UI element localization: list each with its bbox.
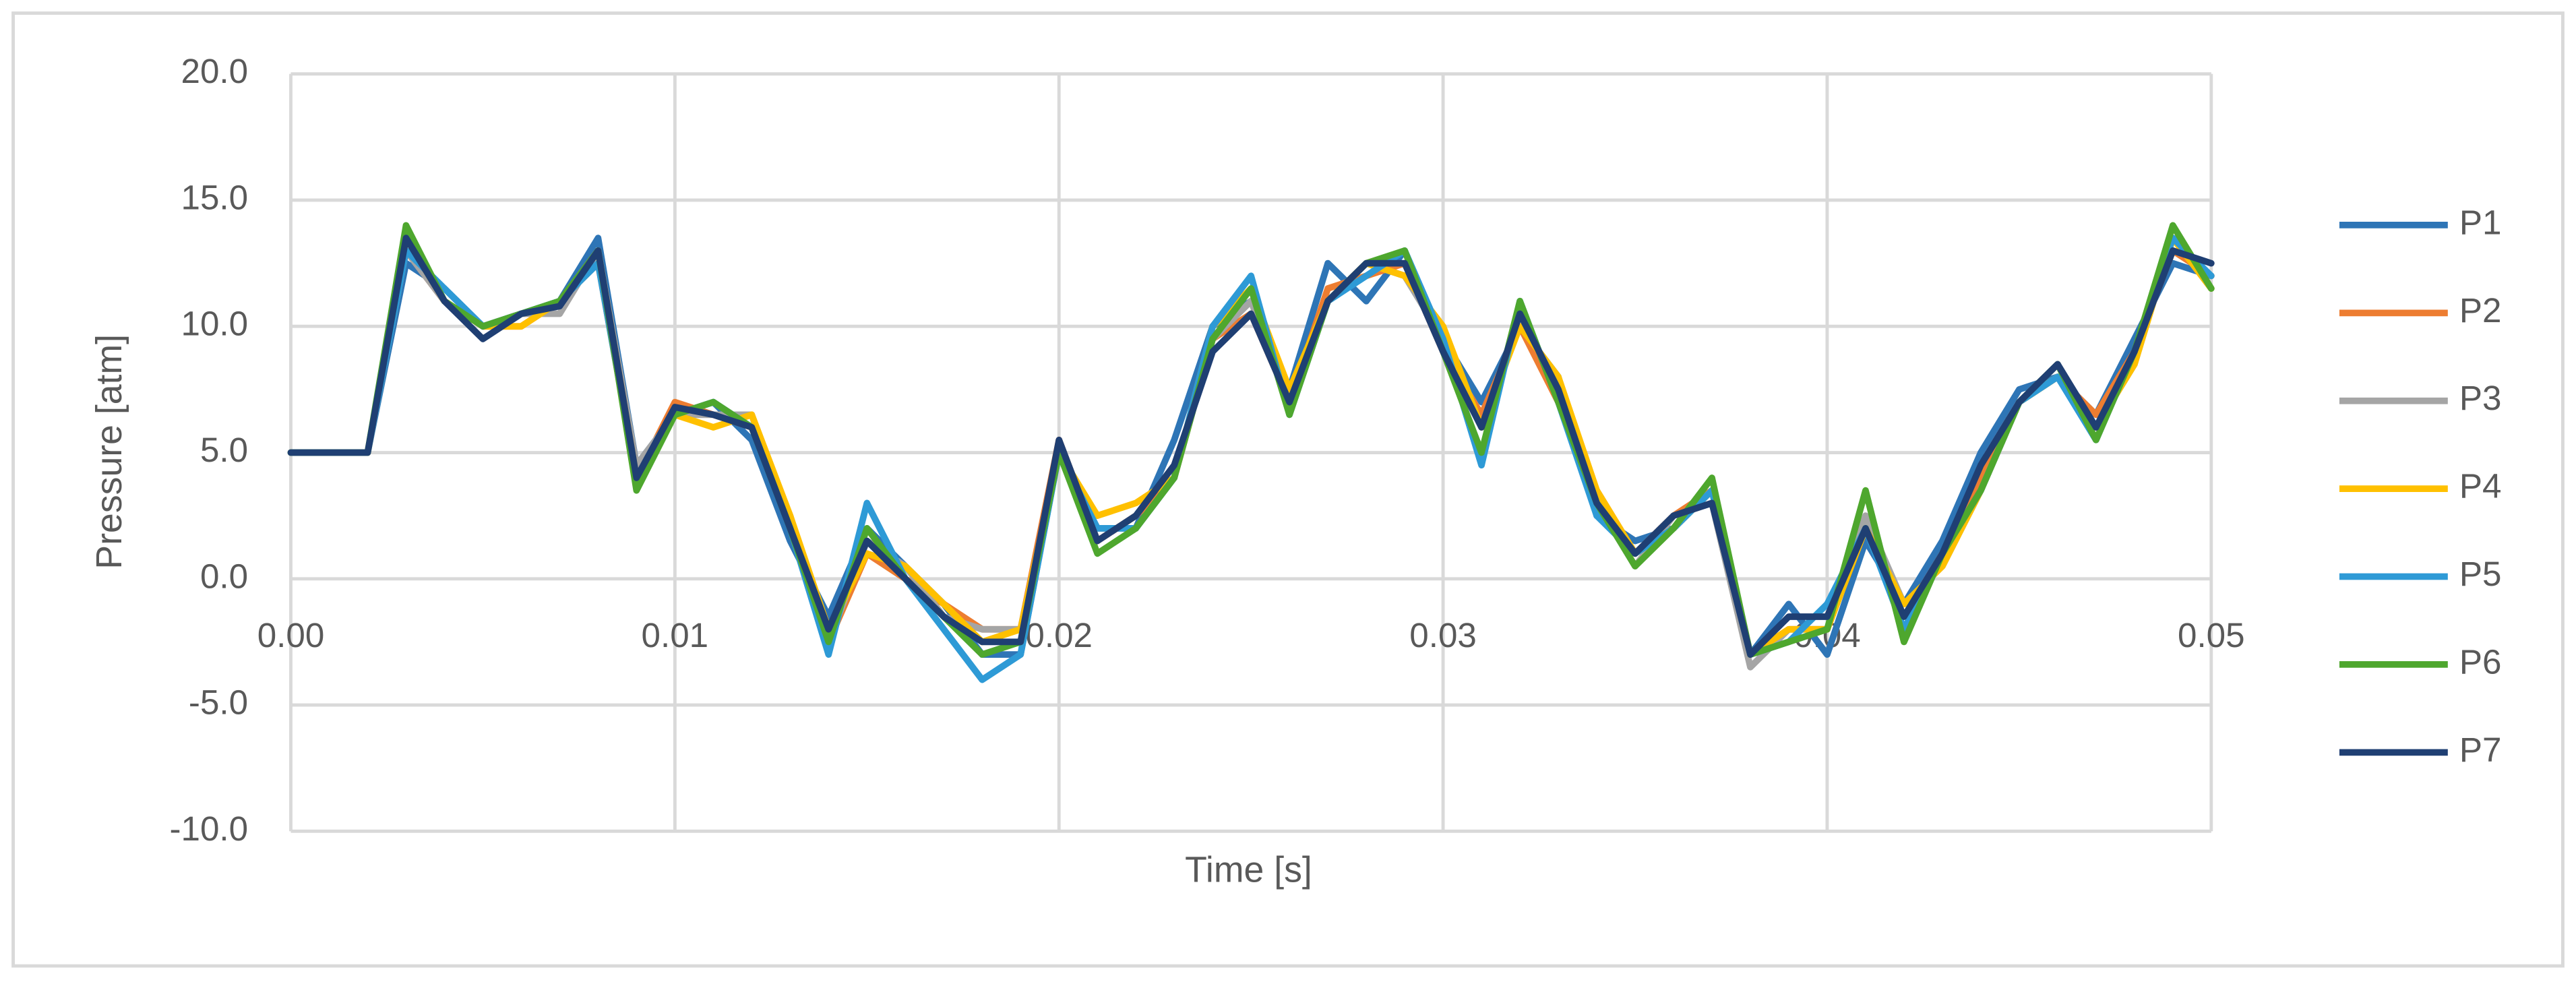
y-tick-label: -5.0 (189, 683, 248, 722)
legend-label: P4 (2459, 467, 2502, 505)
legend-label: P7 (2459, 731, 2502, 769)
y-tick-label: -10.0 (169, 809, 248, 848)
y-tick-label: 5.0 (200, 431, 248, 469)
x-tick-label: 0.02 (1025, 616, 1093, 654)
x-axis-title: Time [s] (1185, 849, 1312, 890)
legend-label: P3 (2459, 379, 2502, 417)
chart-border (11, 11, 2565, 968)
y-tick-label: 15.0 (181, 178, 249, 216)
x-tick-label: 0.00 (257, 616, 325, 654)
y-tick-label: 20.0 (181, 52, 249, 90)
y-axis-title: Pressure [atm] (89, 334, 129, 570)
series-line (287, 235, 2215, 658)
y-tick-label: 0.0 (200, 557, 248, 595)
x-tick-label: 0.01 (642, 616, 709, 654)
legend-label: P1 (2459, 203, 2502, 241)
legend-label: P6 (2459, 642, 2502, 681)
x-tick-label: 0.05 (2178, 616, 2245, 654)
x-tick-label: 0.03 (1409, 616, 1477, 654)
legend-label: P2 (2459, 291, 2502, 330)
legend-label: P5 (2459, 555, 2502, 593)
y-tick-label: 10.0 (181, 305, 249, 343)
